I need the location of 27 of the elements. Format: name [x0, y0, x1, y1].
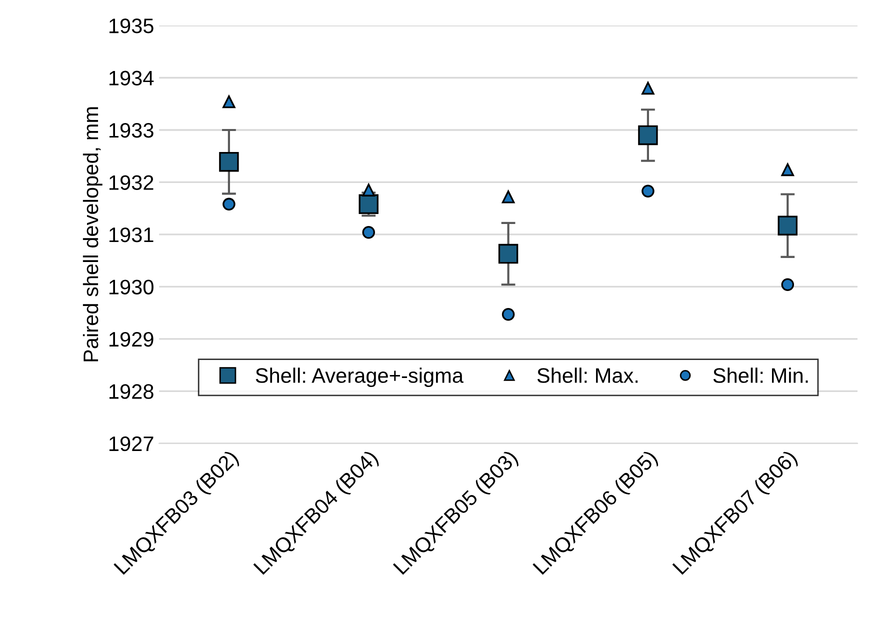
legend-label: Shell: Min.: [713, 368, 808, 383]
point: [638, 125, 658, 146]
point: [222, 198, 236, 211]
y-tick-label: 1928: [110, 384, 154, 399]
point: [642, 184, 654, 198]
y-tick-label: 1927: [110, 436, 154, 452]
point: [778, 216, 798, 236]
point: [781, 278, 794, 292]
point: [502, 308, 515, 321]
point: [642, 82, 654, 95]
y-tick-label: 1931: [110, 227, 154, 242]
y-tick-label: 1933: [110, 122, 154, 138]
point: [219, 152, 239, 172]
point: [781, 163, 794, 176]
legend-label: Shell: Average+-sigma: [256, 368, 464, 388]
y-tick-label: 1929: [110, 332, 154, 347]
y-tick-label: 1932: [110, 175, 154, 190]
y-tick-label: 1935: [110, 18, 154, 34]
point: [502, 190, 515, 204]
point: [362, 184, 376, 196]
legend-label: Shell: Max.: [537, 368, 638, 383]
point: [222, 95, 236, 108]
point: [498, 244, 518, 264]
y-tick-label: 1930: [110, 280, 154, 294]
point: [362, 226, 376, 239]
y-axis-title: Paired shell developed, mm: [82, 107, 102, 362]
y-tick-label: 1934: [110, 70, 154, 86]
